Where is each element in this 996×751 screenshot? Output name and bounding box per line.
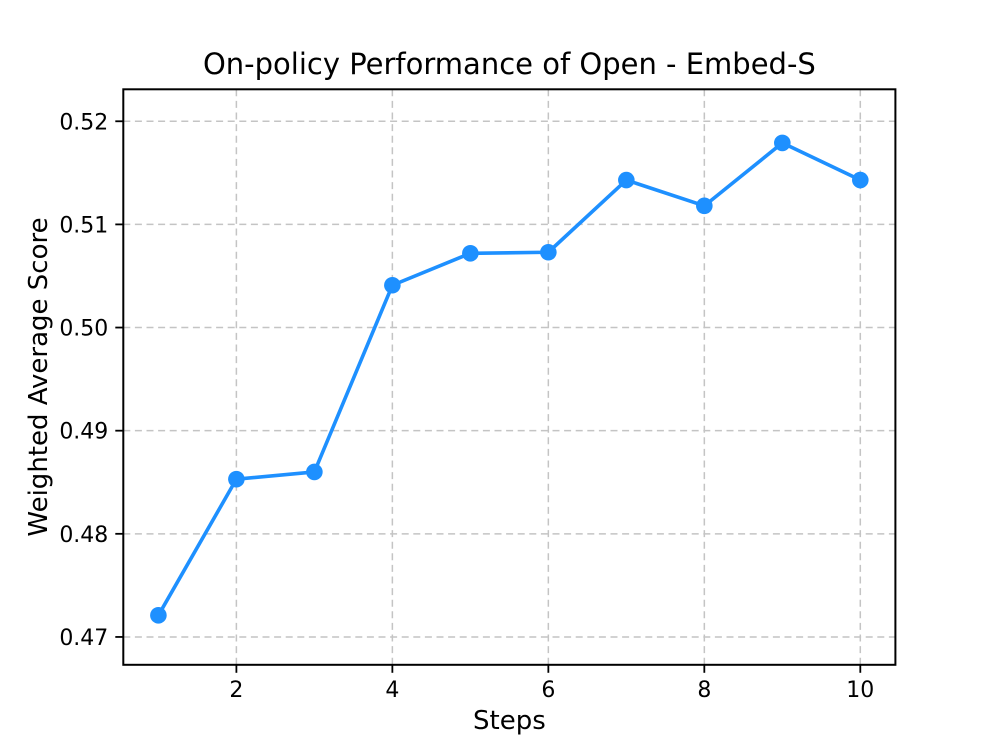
data-point-marker bbox=[150, 606, 167, 624]
data-point-marker bbox=[774, 134, 791, 152]
series-weighted-average-score bbox=[150, 134, 869, 624]
y-axis-label: Weighted Average Score bbox=[24, 217, 54, 536]
data-point-marker bbox=[462, 244, 479, 262]
y-tick-label: 0.49 bbox=[59, 420, 108, 445]
x-tick-label: 2 bbox=[229, 678, 243, 703]
series-line bbox=[156, 141, 863, 618]
data-point-marker bbox=[540, 243, 557, 261]
x-tick-label: 8 bbox=[697, 678, 711, 703]
x-tick-label: 10 bbox=[846, 678, 874, 703]
x-tick-labels: 2 4 6 8 10 bbox=[229, 678, 874, 703]
data-point-marker bbox=[228, 470, 245, 488]
x-tick-label: 6 bbox=[541, 678, 555, 703]
data-point-marker bbox=[618, 171, 635, 189]
chart-title: On-policy Performance of Open - Embed-S bbox=[203, 47, 816, 81]
data-point-marker bbox=[384, 276, 401, 294]
grid-lines bbox=[123, 89, 896, 665]
data-point-marker bbox=[306, 463, 323, 481]
y-tick-labels: 0.47 0.48 0.49 0.50 0.51 0.52 bbox=[59, 110, 108, 651]
data-point-marker bbox=[852, 171, 869, 189]
y-tick-label: 0.50 bbox=[59, 317, 108, 342]
y-axis-ticks bbox=[115, 120, 124, 638]
y-tick-label: 0.48 bbox=[59, 523, 108, 548]
x-axis-ticks bbox=[235, 664, 862, 673]
y-tick-label: 0.52 bbox=[59, 110, 108, 135]
y-tick-label: 0.51 bbox=[59, 213, 108, 238]
data-point-marker bbox=[696, 197, 713, 215]
plot-border bbox=[122, 88, 897, 666]
x-tick-label: 4 bbox=[385, 678, 399, 703]
y-tick-label: 0.47 bbox=[59, 626, 108, 651]
x-axis-label: Steps bbox=[473, 706, 546, 736]
